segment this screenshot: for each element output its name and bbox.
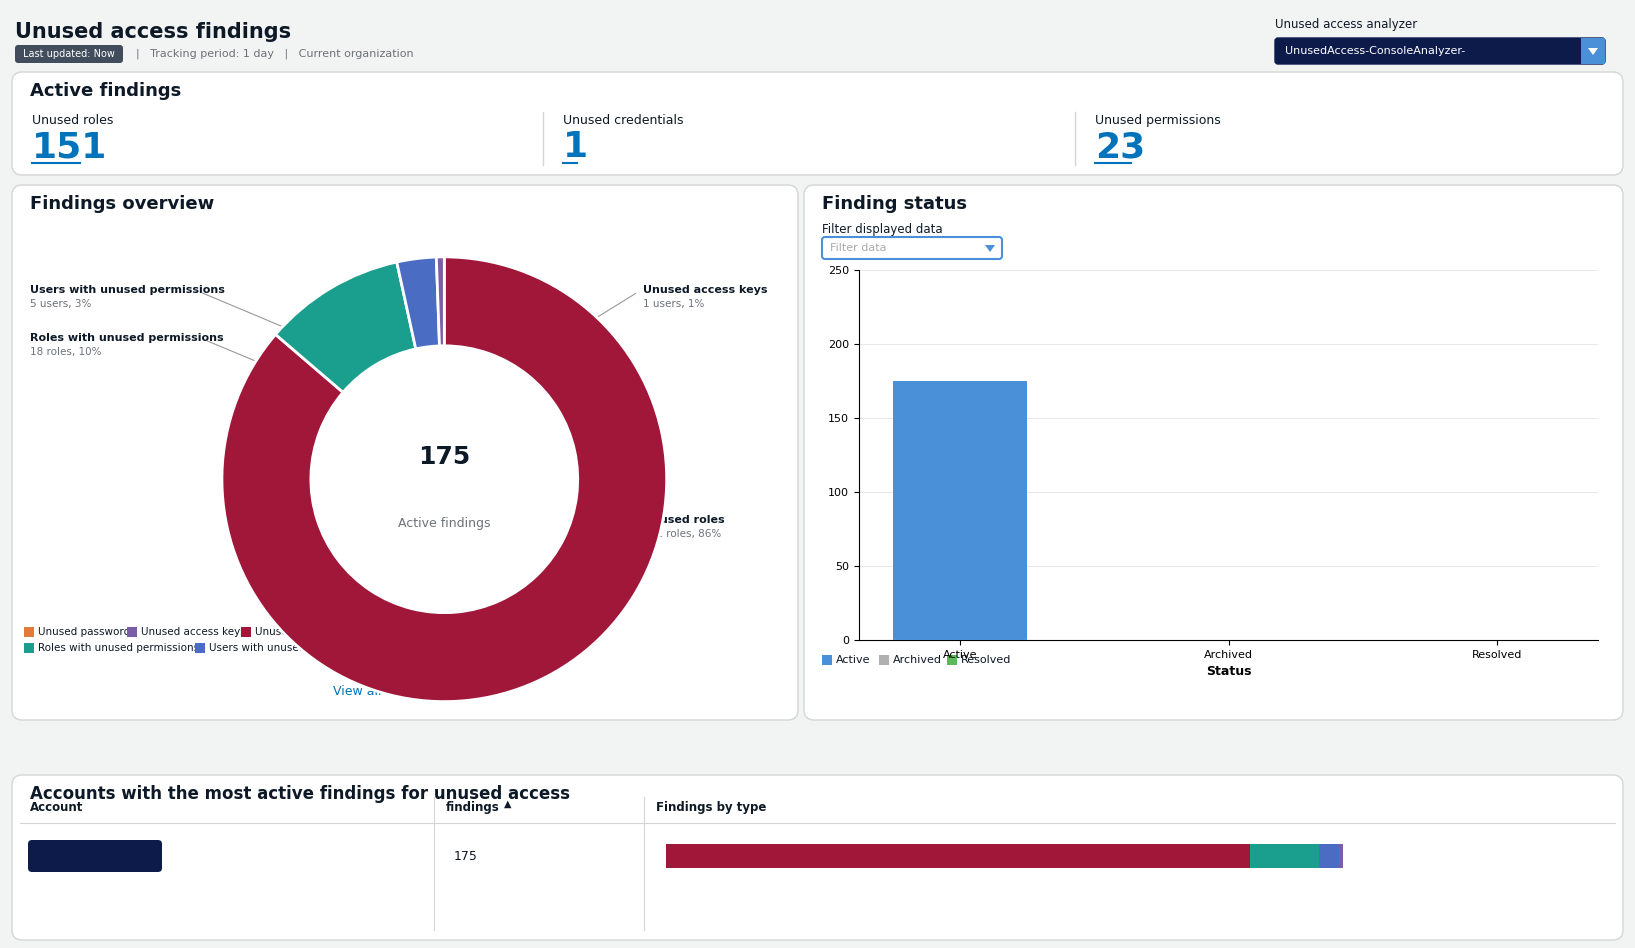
Text: Users with unused permissions: Users with unused permissions [209,643,371,653]
Text: ▲: ▲ [504,799,512,809]
Bar [240,627,250,637]
Text: Findings by type: Findings by type [656,801,767,814]
Text: Active findings: Active findings [29,82,181,100]
Text: Users with unused permissions: Users with unused permissions [29,285,226,295]
Text: Active findings: Active findings [397,518,490,530]
Bar [822,655,832,665]
Bar [947,655,956,665]
FancyBboxPatch shape [804,185,1624,720]
Polygon shape [1588,48,1597,55]
Text: Filter data: Filter data [831,243,886,253]
Text: 175: 175 [419,445,471,469]
Text: Unused access analyzer: Unused access analyzer [1275,18,1418,31]
Text: 1: 1 [562,130,589,164]
Wedge shape [437,257,445,346]
Text: Filter displayed data: Filter displayed data [822,223,943,236]
Wedge shape [276,262,415,392]
Text: Unused roles: Unused roles [33,114,113,127]
Bar [25,643,34,653]
Wedge shape [397,257,440,349]
FancyBboxPatch shape [28,840,162,872]
Text: Unused access keys: Unused access keys [643,285,767,295]
Text: Unused access findings: Unused access findings [15,22,291,42]
FancyBboxPatch shape [11,775,1624,940]
Text: |   Tracking period: 1 day   |   Current organization: | Tracking period: 1 day | Current organ… [129,48,414,60]
Text: 151: 151 [33,130,108,164]
Text: 18 roles, 10%: 18 roles, 10% [29,347,101,357]
Text: Unused access keys: Unused access keys [141,627,245,637]
Bar [665,844,1249,868]
Text: Resolved: Resolved [961,655,1012,665]
Text: 151 roles, 86%: 151 roles, 86% [643,529,721,539]
Text: 5 users, 3%: 5 users, 3% [29,299,92,309]
Text: findings: findings [446,801,500,814]
Text: Findings overview: Findings overview [29,195,214,213]
FancyBboxPatch shape [11,185,798,720]
FancyBboxPatch shape [11,72,1624,175]
Text: Unused roles: Unused roles [255,627,322,637]
Bar [1339,844,1342,868]
Text: Unused passwords: Unused passwords [38,627,136,637]
Text: 23: 23 [1095,130,1144,164]
Bar [25,627,34,637]
FancyBboxPatch shape [822,237,1002,259]
Bar [893,381,1027,640]
Text: Unused permissions: Unused permissions [1095,114,1221,127]
Bar [880,655,889,665]
Bar [1249,844,1319,868]
X-axis label: Status: Status [1205,665,1251,678]
Text: View all active findings: View all active findings [334,685,477,698]
Text: Account: Account [29,801,83,814]
Text: Roles with unused permissions: Roles with unused permissions [38,643,199,653]
FancyBboxPatch shape [1275,38,1606,64]
Bar [195,643,204,653]
Text: Roles with unused permissions: Roles with unused permissions [29,333,224,343]
Text: Unused roles: Unused roles [643,515,724,525]
Text: Accounts with the most active findings for unused access: Accounts with the most active findings f… [29,785,571,803]
Text: Last updated: Now: Last updated: Now [23,49,114,59]
Bar [1319,844,1339,868]
Text: Unused credentials: Unused credentials [562,114,683,127]
Text: Finding status: Finding status [822,195,966,213]
Text: UnusedAccess-ConsoleAnalyzer-: UnusedAccess-ConsoleAnalyzer- [1285,46,1465,56]
Text: Archived: Archived [893,655,942,665]
Polygon shape [984,245,996,252]
Bar [1581,38,1606,64]
Text: 175: 175 [455,849,477,863]
FancyBboxPatch shape [15,45,123,63]
Bar [128,627,137,637]
Wedge shape [222,257,667,702]
Text: 1 users, 1%: 1 users, 1% [643,299,705,309]
Text: Active: Active [835,655,870,665]
